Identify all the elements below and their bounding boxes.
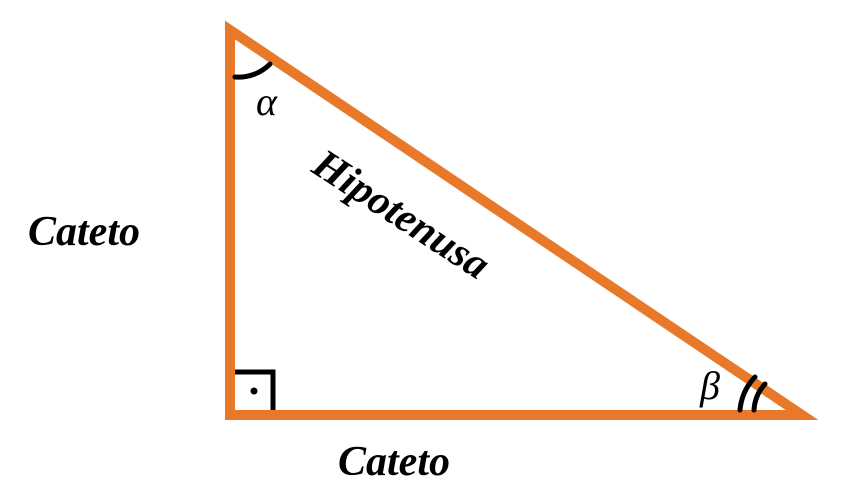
angle-arc-alpha — [235, 64, 270, 77]
right-angle-marker — [235, 372, 273, 410]
label-cateto-left: Cateto — [28, 208, 140, 256]
label-beta: β — [700, 362, 720, 409]
label-alpha: α — [256, 78, 277, 125]
label-cateto-bottom: Cateto — [338, 438, 450, 486]
right-triangle — [230, 30, 802, 415]
diagram-stage: Cateto Cateto Hipotenusa α β — [0, 0, 845, 500]
